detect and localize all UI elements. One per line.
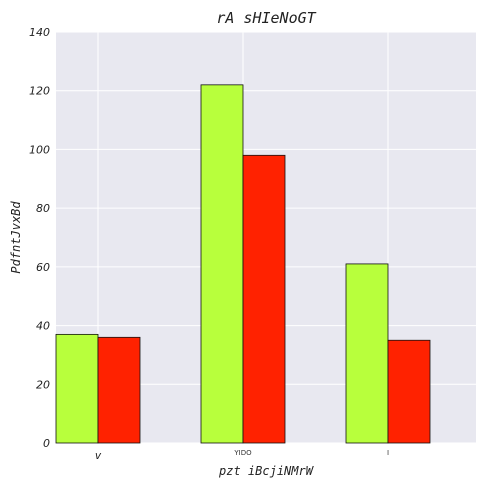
x-axis-label: pzt iBcjiNMrW bbox=[218, 464, 315, 478]
bar-v-series-2 bbox=[97, 336, 141, 444]
chart-title: rA sHIeNoGT bbox=[216, 9, 316, 27]
bars bbox=[55, 84, 431, 444]
bar-v-series-1 bbox=[55, 333, 99, 444]
x-tick-labels: v YIDO I bbox=[95, 449, 389, 462]
bar-i-series-1 bbox=[345, 263, 389, 444]
bar-yido-series-1 bbox=[200, 84, 244, 444]
y-tick-label: 140 bbox=[29, 26, 50, 39]
x-tick-label: v bbox=[95, 449, 102, 462]
y-tick-label: 20 bbox=[36, 378, 50, 391]
y-tick-labels: 0 20 40 60 80 100 120 140 bbox=[29, 26, 50, 450]
y-tick-label: 0 bbox=[43, 437, 50, 450]
y-axis-label: PdfntJvxBd bbox=[9, 201, 23, 274]
y-tick-label: 40 bbox=[36, 320, 50, 333]
y-tick-label: 60 bbox=[36, 261, 50, 274]
y-tick-label: 100 bbox=[29, 143, 50, 156]
x-tick-label: I bbox=[387, 449, 389, 457]
y-tick-label: 120 bbox=[29, 85, 50, 98]
bar-i-series-2 bbox=[387, 339, 431, 444]
y-tick-label: 80 bbox=[36, 202, 50, 215]
bar-yido-series-2 bbox=[242, 154, 286, 444]
x-tick-label: YIDO bbox=[233, 449, 252, 457]
